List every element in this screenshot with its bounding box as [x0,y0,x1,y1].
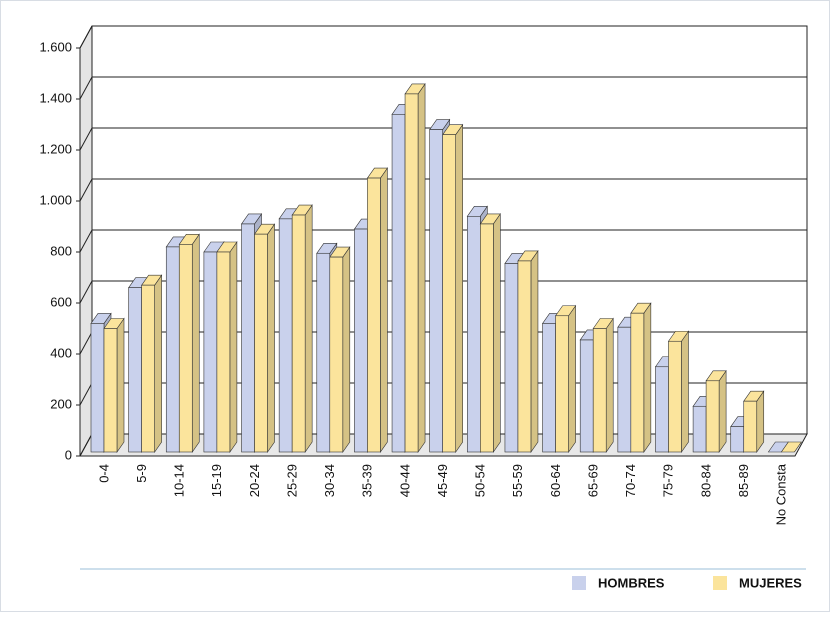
bar [504,263,519,453]
bar [165,246,180,453]
bar [354,228,368,453]
grid-line-side [79,127,93,151]
bar [542,323,556,453]
y-tick-label: 1.000 [39,192,72,207]
legend-swatch [713,576,727,590]
y-tick-label: 0 [65,447,72,462]
bar [203,251,218,453]
grid-line-side [79,178,93,202]
bar [128,287,142,453]
bar-side [643,302,652,453]
bar [103,328,118,453]
bar [241,223,255,453]
bar [668,340,682,453]
bar-side [304,204,313,453]
bar [692,405,707,453]
bar [141,284,155,453]
bar-side [342,246,351,453]
x-tick-label: 25-29 [284,464,299,497]
bar [316,252,331,453]
grid-line-side [79,76,93,100]
bar [480,223,494,453]
x-tick-label: 75-79 [661,464,676,497]
bar-side [455,123,463,453]
x-tick-label: 85-89 [736,464,751,497]
bar [592,328,607,453]
x-tick-label: 65-69 [585,464,600,497]
x-tick-label: 40-44 [397,464,412,497]
bar [404,93,419,453]
y-tick-label: 1.600 [39,39,72,54]
bar-side [718,369,727,453]
bar [555,315,569,453]
bar-side [380,167,388,453]
bar [630,312,645,453]
bar [278,218,293,453]
bar [291,214,306,453]
y-tick-label: 400 [50,345,72,360]
x-tick-label: 60-64 [548,464,563,497]
bar [391,114,406,453]
x-tick-label: 0-4 [96,464,111,483]
bar-side [417,82,426,453]
x-tick-label: 30-34 [322,464,337,497]
bar-side [493,212,501,453]
bar [429,129,443,453]
grid-line-side [79,433,93,457]
bar-top [780,441,802,453]
bar-side [116,317,125,453]
bar [705,380,720,453]
bar [90,323,105,453]
bar [216,251,231,453]
bar [329,256,344,453]
x-tick-label: 55-59 [510,464,525,497]
x-tick-label: 5-9 [134,464,149,483]
bar-side [605,317,614,453]
x-tick-label: 20-24 [247,464,262,497]
x-tick-label: 80-84 [698,464,713,497]
bar [178,244,193,453]
legend-label: HOMBRES [598,575,665,590]
grid-line-side [79,331,93,355]
bar-side [681,330,689,453]
bar-side [568,304,576,453]
bar [367,177,381,453]
grid-line-side [79,280,93,304]
bar [467,216,481,453]
x-tick-label: 35-39 [360,464,375,497]
y-tick-label: 600 [50,294,72,309]
bar-side [267,223,275,453]
y-tick-label: 800 [50,243,72,258]
bar [617,326,632,453]
bar-side [530,249,539,453]
bar [730,426,745,453]
bar-side [756,390,765,453]
bar-side [229,241,238,453]
bar [517,260,532,453]
grid-line-side [79,25,93,49]
x-tick-label: 10-14 [172,464,187,497]
y-tick-label: 200 [50,396,72,411]
grid-line-side [79,229,93,253]
y-tick-label: 1.200 [39,141,72,156]
y-tick-label: 1.400 [39,90,72,105]
bar [254,233,268,453]
x-tick-label: 15-19 [209,464,224,497]
bar [579,339,594,453]
grid-line-side [79,382,93,406]
bar [743,400,758,453]
x-tick-label: 70-74 [623,464,638,497]
bar-side [191,233,200,453]
legend-label: MUJERES [739,575,802,590]
bar-side [154,274,162,453]
bar [655,366,669,453]
bar [442,134,456,453]
x-tick-label: 45-49 [435,464,450,497]
x-tick-label: 50-54 [473,464,488,497]
x-tick-label: No Consta [774,463,789,525]
legend-swatch [572,576,586,590]
